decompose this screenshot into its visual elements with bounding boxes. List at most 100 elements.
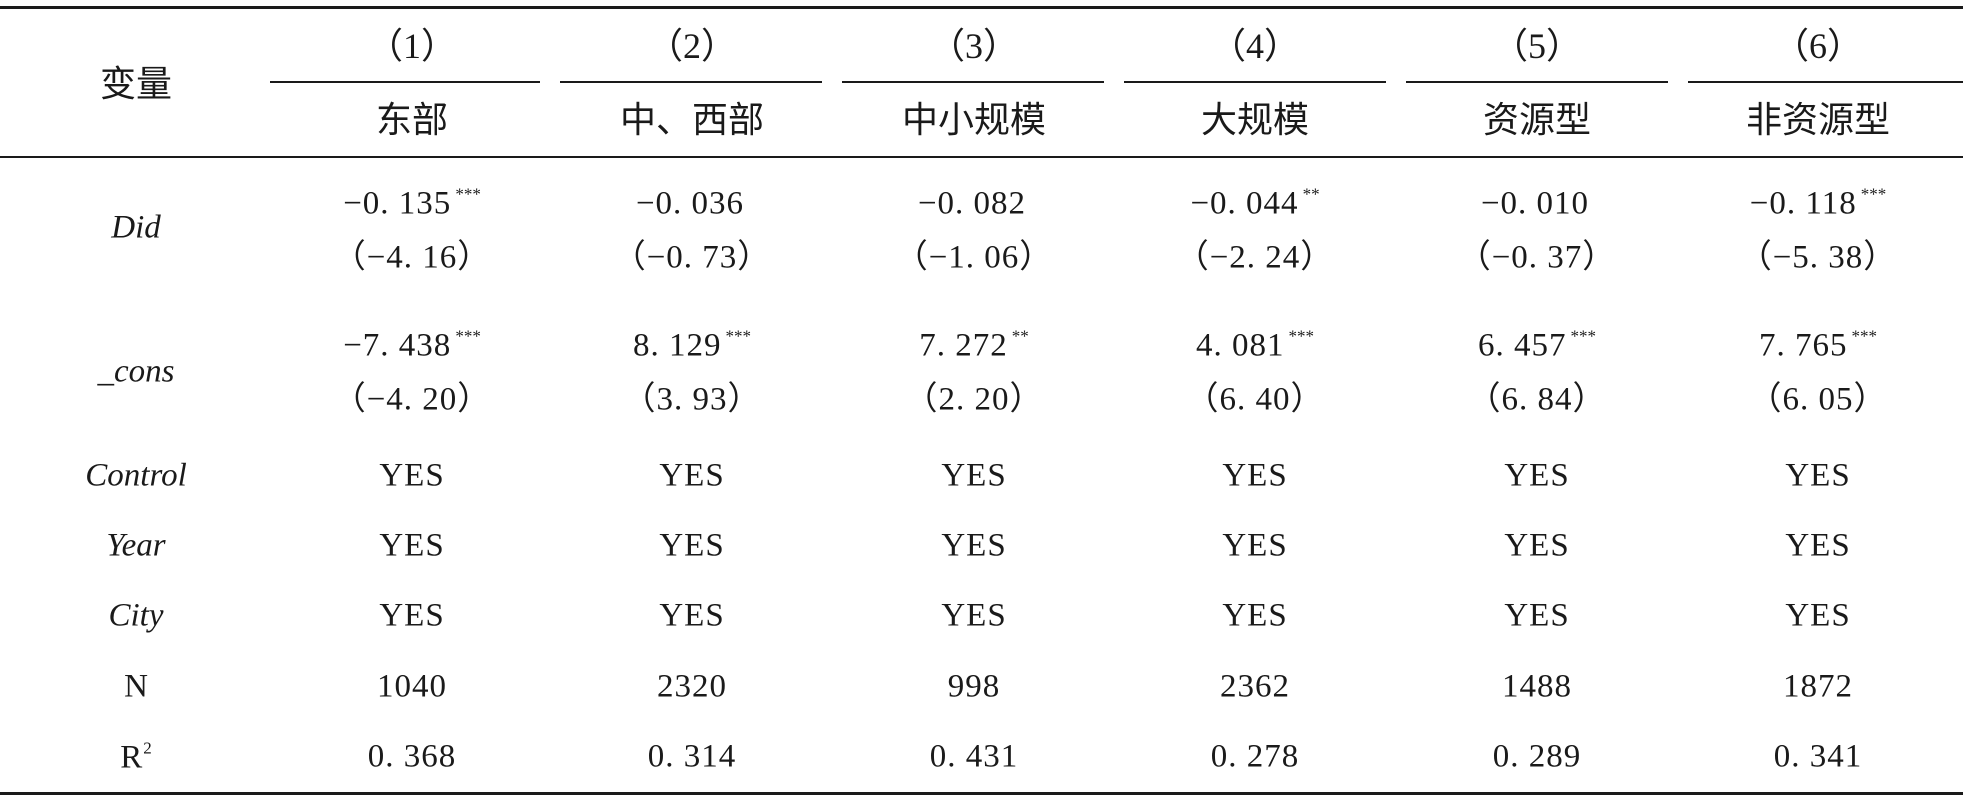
city-value-5: YES	[1504, 597, 1570, 634]
control-value-4: YES	[1222, 457, 1288, 494]
significance-stars: ***	[725, 326, 752, 346]
did-tstat-6: （−5. 38）	[1738, 239, 1898, 276]
significance-stars: ***	[1570, 326, 1597, 346]
col-name-4: 大规模	[1200, 100, 1310, 140]
cons-coef-4: 4. 081 ***	[1196, 328, 1314, 363]
col-number-3: （3）	[928, 26, 1020, 66]
significance-stars: **	[1302, 184, 1320, 204]
r2-value-5: 0. 289	[1492, 738, 1582, 775]
city-value-6: YES	[1785, 597, 1851, 634]
coef-value: −0. 010	[1480, 185, 1590, 222]
cons-tstat-4: （6. 40）	[1185, 381, 1325, 418]
col-name-1: 东部	[375, 100, 449, 140]
col-name-5: 资源型	[1482, 100, 1592, 140]
r2-value-3: 0. 431	[929, 738, 1019, 775]
corner-label: 变量	[99, 64, 173, 104]
did-coef-1: −0. 135 ***	[343, 186, 481, 221]
col-number-6: （6）	[1772, 26, 1864, 66]
coef-value: −0. 135	[343, 185, 452, 222]
did-tstat-3: （−1. 06）	[894, 239, 1054, 276]
did-tstat-5: （−0. 37）	[1457, 239, 1617, 276]
n-value-5: 1488	[1502, 668, 1572, 705]
cons-tstat-5: （6. 84）	[1467, 381, 1607, 418]
row-label-cons: _cons	[97, 353, 175, 390]
cons-coef-3: 7. 272 **	[919, 328, 1029, 363]
control-value-2: YES	[659, 457, 725, 494]
row-label-control: Control	[85, 457, 187, 494]
cons-tstat-2: （3. 93）	[622, 381, 762, 418]
row-label-city: City	[108, 597, 164, 634]
did-tstat-4: （−2. 24）	[1175, 239, 1335, 276]
cons-coef-5: 6. 457 ***	[1478, 328, 1596, 363]
control-value-3: YES	[941, 457, 1007, 494]
n-value-4: 2362	[1220, 668, 1290, 705]
n-value-3: 998	[947, 668, 1001, 705]
r2-value-2: 0. 314	[647, 738, 737, 775]
top-rule	[0, 6, 1963, 9]
coef-value: −0. 118	[1749, 185, 1857, 222]
control-value-5: YES	[1504, 457, 1570, 494]
did-coef-2: −0. 036	[636, 186, 748, 221]
did-tstat-2: （−0. 73）	[612, 239, 772, 276]
header-rule-col2	[560, 81, 822, 83]
r2-label-superscript: 2	[143, 738, 152, 758]
r2-value-1: 0. 368	[367, 738, 457, 775]
header-rule-col6	[1688, 81, 1963, 83]
r2-label-base: R	[120, 739, 143, 776]
cons-tstat-6: （6. 05）	[1748, 381, 1888, 418]
cons-tstat-3: （2. 20）	[904, 381, 1044, 418]
col-number-4: （4）	[1209, 26, 1301, 66]
bottom-rule	[0, 792, 1963, 795]
significance-stars: ***	[1860, 184, 1887, 204]
coef-value: −0. 082	[917, 185, 1027, 222]
coef-value: 7. 765	[1759, 327, 1848, 364]
coef-value: 8. 129	[633, 327, 722, 364]
coef-value: 4. 081	[1196, 327, 1285, 364]
col-name-2: 中、西部	[619, 100, 765, 140]
n-value-2: 2320	[657, 668, 727, 705]
cons-coef-6: 7. 765 ***	[1759, 328, 1877, 363]
n-value-1: 1040	[377, 668, 447, 705]
row-label-n: N	[124, 668, 148, 705]
significance-stars: **	[1011, 326, 1029, 346]
control-value-6: YES	[1785, 457, 1851, 494]
r2-value-6: 0. 341	[1773, 738, 1863, 775]
significance-stars: ***	[455, 326, 481, 346]
significance-stars: ***	[1851, 326, 1878, 346]
col-number-2: （2）	[646, 26, 738, 66]
city-value-2: YES	[659, 597, 725, 634]
header-bottom-rule	[0, 156, 1963, 158]
coef-value: −0. 044	[1190, 185, 1299, 222]
cons-coef-2: 8. 129 ***	[633, 328, 751, 363]
city-value-4: YES	[1222, 597, 1288, 634]
header-rule-col3	[842, 81, 1104, 83]
row-label-r2: R2	[120, 740, 152, 775]
n-value-6: 1872	[1783, 668, 1853, 705]
cons-tstat-1: （−4. 20）	[332, 381, 492, 418]
did-tstat-1: （−4. 16）	[332, 239, 492, 276]
header-rule-col1	[270, 81, 540, 83]
year-value-4: YES	[1222, 527, 1288, 564]
did-coef-4: −0. 044 **	[1190, 186, 1319, 221]
city-value-3: YES	[941, 597, 1007, 634]
col-name-6: 非资源型	[1745, 100, 1891, 140]
coef-value: 6. 457	[1478, 327, 1567, 364]
coef-value: −7. 438	[343, 327, 452, 364]
year-value-1: YES	[379, 527, 445, 564]
year-value-6: YES	[1785, 527, 1851, 564]
coef-value: 7. 272	[919, 327, 1008, 364]
r2-value-4: 0. 278	[1210, 738, 1300, 775]
did-coef-6: −0. 118 ***	[1750, 186, 1886, 221]
year-value-3: YES	[941, 527, 1007, 564]
header-rule-col5	[1406, 81, 1668, 83]
did-coef-3: −0. 082	[918, 186, 1030, 221]
significance-stars: ***	[1288, 326, 1315, 346]
year-value-5: YES	[1504, 527, 1570, 564]
header-rule-col4	[1124, 81, 1386, 83]
coef-value: −0. 036	[635, 185, 745, 222]
significance-stars: ***	[455, 184, 481, 204]
col-number-5: （5）	[1491, 26, 1583, 66]
city-value-1: YES	[379, 597, 445, 634]
row-label-year: Year	[106, 527, 166, 564]
